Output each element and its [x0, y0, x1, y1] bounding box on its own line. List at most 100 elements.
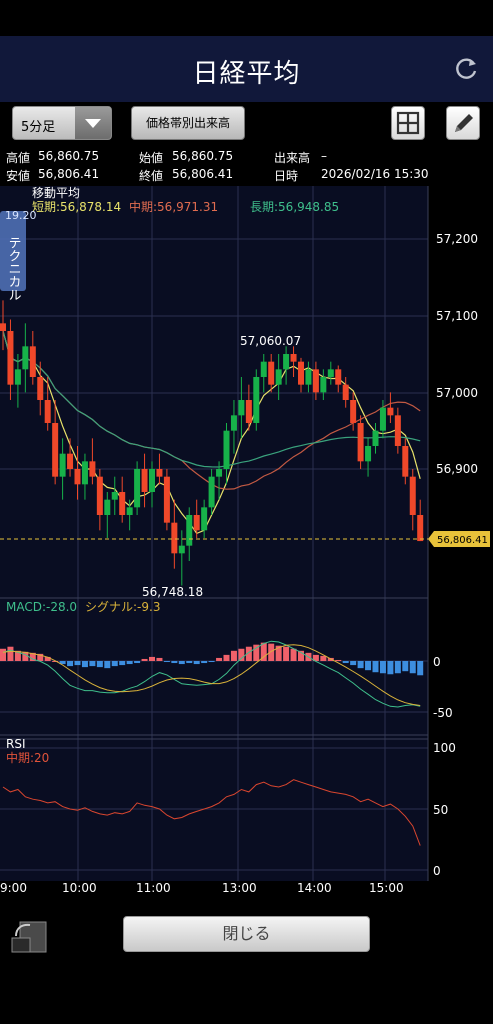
- macd-bar: [163, 661, 170, 663]
- macd-bar: [350, 661, 357, 666]
- candle-body: [379, 407, 386, 431]
- macd-y-tick: 0: [433, 655, 441, 669]
- chart-toolbar: 5分足 価格帯別出来高: [0, 102, 493, 144]
- close-button[interactable]: 閉じる: [123, 916, 370, 952]
- technical-tab[interactable]: 19.20 テクニカル: [0, 209, 37, 301]
- macd-bar: [134, 661, 141, 664]
- candle-body: [193, 515, 200, 531]
- chevron-down-icon[interactable]: [75, 107, 111, 139]
- candle-body: [126, 507, 133, 515]
- header-bar: 日経平均: [0, 36, 493, 102]
- macd-bar: [7, 646, 14, 661]
- signal-line: [2, 644, 421, 706]
- candle-body: [417, 515, 424, 542]
- macd-bar: [216, 657, 223, 661]
- candle-body: [357, 423, 364, 462]
- y-tick: 57,200: [436, 232, 478, 246]
- macd-bar: [201, 661, 208, 664]
- candle-body: [0, 323, 6, 331]
- candle-body: [111, 492, 118, 500]
- candle-body: [52, 423, 59, 477]
- candle-body: [29, 346, 36, 377]
- macd-bar: [89, 661, 96, 667]
- candle-body: [409, 476, 416, 515]
- pencil-icon[interactable]: [446, 106, 480, 140]
- x-tick: 9:00: [0, 881, 27, 895]
- open-label: 始値: [139, 151, 164, 165]
- candle-body: [387, 407, 394, 416]
- macd-bar: [357, 661, 364, 669]
- current-price-tag: 56,806.41: [428, 531, 490, 547]
- high-annotation: 57,060.07: [240, 334, 301, 348]
- candle-body: [365, 446, 372, 462]
- grid-layout-icon[interactable]: [391, 106, 425, 140]
- close-label: 終値: [139, 169, 164, 183]
- macd-bar: [111, 661, 118, 667]
- candle-body: [134, 469, 141, 508]
- candle-body: [350, 400, 357, 423]
- open-value: 56,860.75: [172, 149, 234, 163]
- candle-body: [141, 469, 148, 492]
- macd-bar: [186, 661, 193, 664]
- candle-body: [44, 400, 51, 423]
- x-tick: 15:00: [369, 881, 404, 895]
- macd-bar: [260, 642, 267, 661]
- macd-bar: [320, 655, 327, 661]
- rsi-y-tick: 50: [433, 803, 448, 817]
- macd-bar: [96, 661, 103, 668]
- candle-body: [208, 476, 215, 508]
- rsi-polyline: [2, 779, 421, 846]
- macd-bar: [394, 661, 401, 674]
- candle-body: [335, 369, 342, 385]
- candles: [0, 300, 424, 586]
- ohlc-readout: 高値 56,860.75 始値 56,860.75 出来高 – 安値 56,80…: [0, 146, 493, 186]
- macd-bar: [59, 661, 66, 665]
- macd-y-tick: -50: [433, 706, 453, 720]
- macd-bar: [327, 657, 334, 661]
- candle-body: [216, 469, 223, 477]
- signal-label: シグナル:-9.3: [85, 600, 160, 614]
- candle-body: [298, 361, 304, 385]
- candle-body: [89, 461, 96, 477]
- candle-body: [67, 453, 74, 469]
- macd-bar: [104, 661, 111, 669]
- candle-body: [104, 499, 111, 515]
- refresh-icon[interactable]: [453, 56, 479, 82]
- y-tick: 56,900: [436, 462, 478, 476]
- macd-bar: [208, 661, 215, 663]
- volume-label: 出来高: [274, 151, 311, 165]
- macd-bar: [141, 658, 148, 661]
- current-price-value: 56,806.41: [437, 535, 488, 546]
- macd-bar: [0, 648, 6, 661]
- candle-body: [312, 369, 319, 393]
- candle-body: [402, 446, 409, 477]
- rsi-line: [2, 779, 421, 846]
- candle-body: [201, 507, 208, 531]
- macd-bar: [379, 661, 386, 674]
- candle-body: [74, 469, 81, 485]
- technical-tab-label: テクニカル: [6, 236, 21, 301]
- macd-bar: [81, 661, 88, 668]
- chart-area[interactable]: 移動平均 短期:56,878.14 中期:56,971.31 長期:56,948…: [0, 186, 493, 904]
- ma-title: 移動平均: [32, 186, 80, 200]
- x-tick: 11:00: [136, 881, 171, 895]
- rotate-screen-icon[interactable]: [10, 918, 48, 954]
- macd-bar: [417, 661, 424, 676]
- candle-body: [275, 369, 282, 385]
- macd-bar: [52, 661, 59, 662]
- macd-lines: [2, 640, 421, 708]
- volume-profile-button[interactable]: 価格帯別出来高: [131, 106, 245, 140]
- interval-select[interactable]: 5分足: [12, 106, 112, 140]
- macd-bar: [29, 652, 36, 661]
- macd-bar: [37, 653, 44, 661]
- rsi-mid-label: 中期:20: [6, 750, 49, 765]
- macd-bar: [245, 646, 252, 661]
- candle-body: [178, 545, 185, 554]
- candle-body: [268, 361, 275, 385]
- macd-bar: [298, 650, 304, 661]
- plot-background: [0, 186, 428, 881]
- candle-body: [81, 461, 88, 485]
- low-annotation: 56,748.18: [142, 585, 203, 599]
- partial-value: 19.20: [5, 209, 37, 222]
- candle-body: [96, 476, 103, 515]
